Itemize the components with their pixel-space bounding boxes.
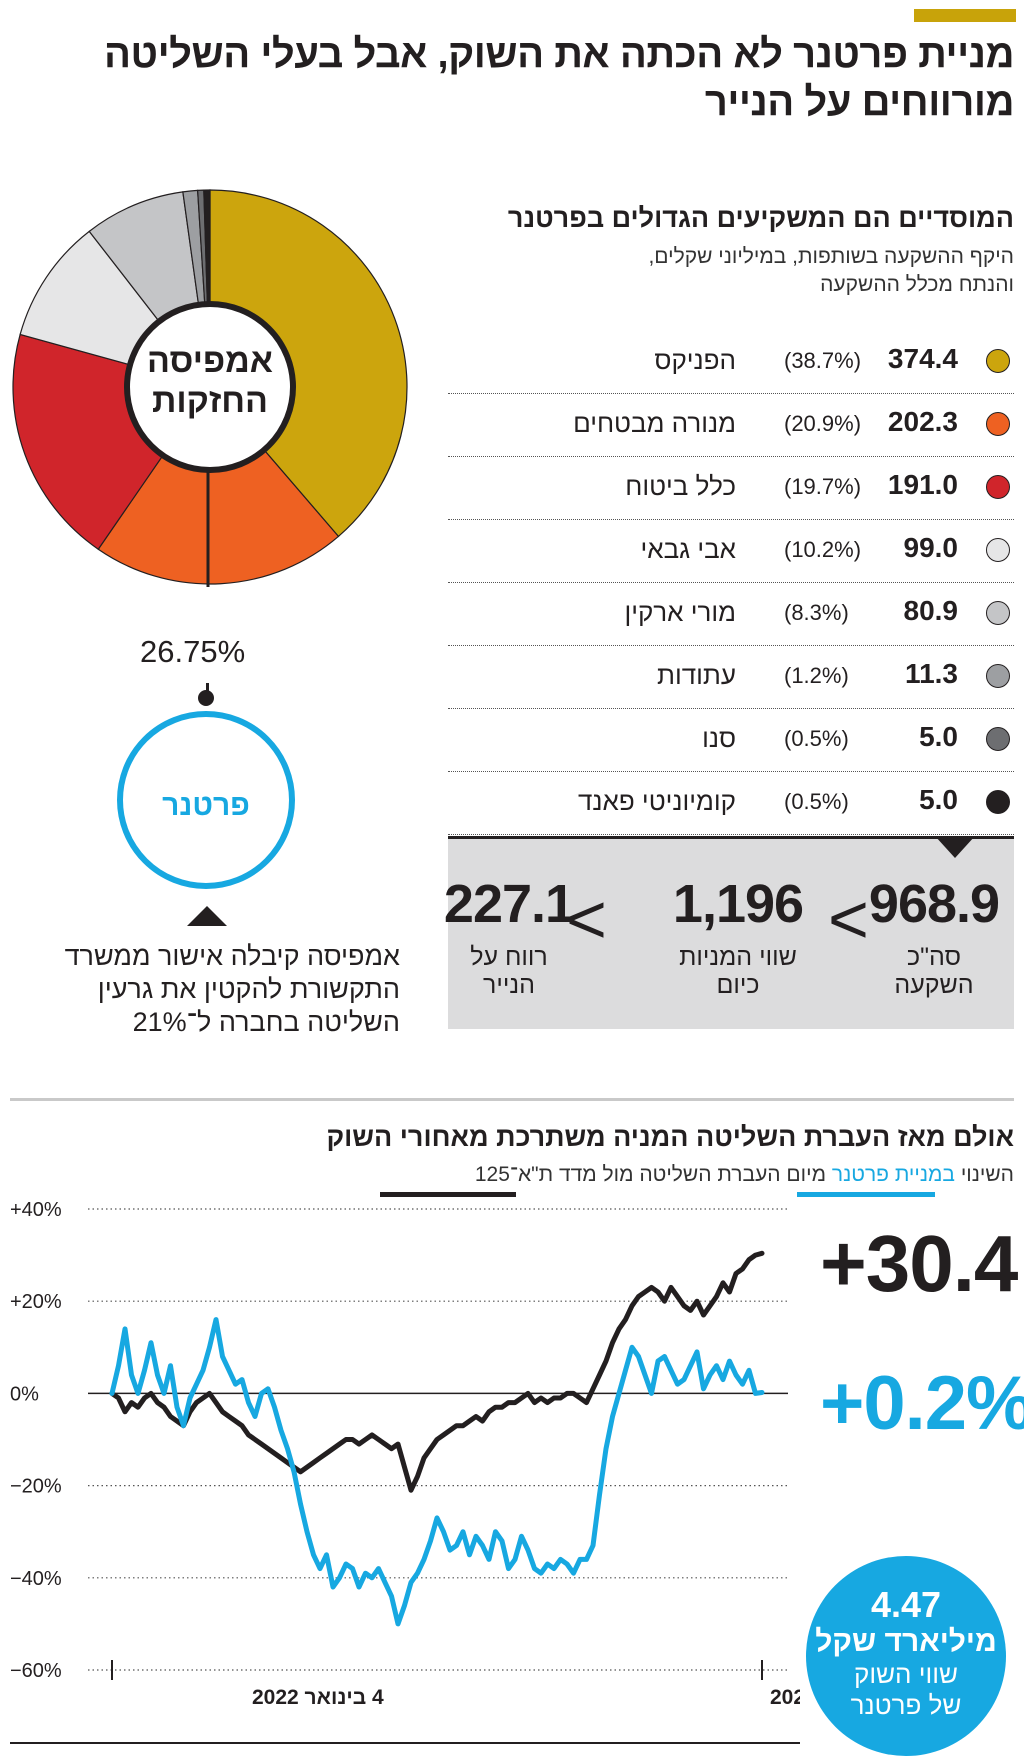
subtitle-part-a: השינוי [954,1163,1014,1186]
paper-profit-label-2: הנייר [483,971,535,999]
investor-color-swatch [986,412,1010,436]
investor-row: הפניקס (38.7%) 374.4 [448,331,1014,394]
total-investment-value: 968.9 [868,874,1000,934]
line-chart-title: אולם מאז העברת השליטה המניה משתרכת מאחור… [326,1122,1015,1152]
investor-color-swatch [986,475,1010,499]
investor-name: הפניקס [654,345,736,375]
paper-profit-label-1: רווח על [470,943,548,971]
summary-chevron-1: < [828,880,869,958]
investor-amount: 80.9 [903,595,959,626]
accent-bar [914,9,1016,22]
stake-label: 26.75% [140,634,246,669]
series-line-ta125 [109,1250,765,1493]
investor-name: כלל ביטוח [625,471,736,501]
y-tick-label: +40% [10,1199,62,1221]
investor-amount: 202.3 [887,406,958,437]
investor-row: מורי ארקין (8.3%) 80.9 [448,583,1014,646]
investor-name: אבי גבאי [640,534,736,564]
pie-slice [97,386,340,585]
stake-connector-dot [198,690,214,706]
paper-profit-value: 227.1 [443,874,575,934]
investor-share: (19.7%) [784,474,862,499]
total-investment-label-2: השקעה [894,971,974,999]
investors-subtitle-2: והנתח מכלל ההשקעה [820,273,1014,296]
headline: מניית פרטנר לא הכתה את השוק, אבל בעלי הש… [104,32,1014,124]
subtitle-part-b: מיום העברת השליטה מול [596,1163,832,1186]
investor-row: מנורה מבטחים (20.9%) 202.3 [448,394,1014,457]
y-tick-label: −20% [10,1476,62,1498]
partner-end-value: +0.2% [820,1361,1024,1446]
x-axis-label: 15 ביוני 2025 [770,1686,800,1709]
investor-share: (38.7%) [784,348,862,373]
investor-name: מנורה מבטחים [573,408,736,438]
investors-title: המוסדיים הם המשקיעים הגדולים בפרטנר [507,203,1014,233]
investor-row: כלל ביטוח (19.7%) 191.0 [448,457,1014,520]
donut-center-label: אמפיסה [147,342,273,380]
investor-color-swatch [986,349,1010,373]
donut-center-label: החזקות [152,382,268,420]
investor-row: סנו (0.5%) 5.0 [448,709,1014,772]
investor-color-swatch [986,601,1010,625]
y-tick-label: +20% [10,1291,62,1313]
x-axis-label: 4 בינואר 2022 [252,1686,384,1709]
y-tick-label: −60% [10,1660,62,1682]
market-cap-bubble: 4.47 מיליארד שקל שווי השוק של פרטנר [806,1556,1006,1756]
market-cap-unit: מיליארד שקל [815,1625,997,1658]
shares-label-1: שווי המניות [679,943,797,971]
investor-share: (0.5%) [784,789,849,814]
investor-share: (0.5%) [784,726,849,751]
legend-partner-line [797,1192,935,1197]
summary-chevron-2: < [566,880,607,958]
investor-amount: 374.4 [887,343,958,374]
subtitle-index: מדד ת"א־125 [474,1163,597,1186]
series-line-partner [109,1317,765,1627]
y-tick-label: 0% [10,1383,39,1405]
investor-row: קומיוניטי פאנד (0.5%) 5.0 [448,772,1014,835]
investor-name: מורי ארקין [624,597,736,627]
summary-pointer [935,836,975,858]
partner-circle: פרטנר [117,711,295,889]
bottom-rule [10,1742,800,1744]
investors-subtitle-1: היקף ההשקעה בשותפות, במיליוני שקלים, [648,245,1014,268]
market-cap-value: 4.47 [870,1584,942,1625]
investor-amount: 5.0 [919,721,958,752]
investor-share: (1.2%) [784,663,849,688]
investor-row: אבי גבאי (10.2%) 99.0 [448,520,1014,583]
subtitle-partner: במניית פרטנר [831,1163,955,1186]
note-pointer [187,906,227,926]
investor-color-swatch [986,790,1010,814]
investor-name: סנו [702,723,736,753]
investor-color-swatch [986,727,1010,751]
donut-hole [124,301,296,473]
summary-box: 968.9 סה"כ השקעה < 1,196 שווי המניות כיו… [444,836,1014,1029]
investor-amount: 5.0 [919,784,958,815]
investor-name: קומיוניטי פאנד [578,786,736,816]
investor-share: (10.2%) [784,537,862,562]
legend-index-line [380,1192,516,1197]
partner-circle-label: פרטנר [162,789,250,822]
index-end-value: +30.4 [820,1219,1018,1308]
y-tick-label: −40% [10,1568,62,1590]
market-cap-label-1: שווי השוק [853,1659,958,1689]
pie-slice [209,189,408,538]
market-cap-label-2: של פרטנר [850,1690,962,1720]
line-chart-subtitle: השינוי במניית פרטנר מיום העברת השליטה מו… [475,1162,1014,1188]
investor-row: עתודות (1.2%) 11.3 [448,646,1014,709]
investor-amount: 11.3 [905,658,958,689]
shares-label-2: כיום [716,971,760,999]
shares-value: 1,196 [672,874,804,934]
investor-color-swatch [986,664,1010,688]
investor-share: (20.9%) [784,411,862,436]
investor-amount: 191.0 [887,469,958,500]
total-investment-label-1: סה"כ [907,943,961,971]
line-chart: +40% +20% 0% −20% −40% −60% 4 בינואר 2022 15 בי… [10,1199,800,1709]
section-divider [10,1098,1014,1101]
investor-amount: 99.0 [903,532,959,563]
control-note: אמפיסה קיבלה אישור ממשרד התקשורת להקטין … [64,941,400,1037]
investor-name: עתודות [657,660,736,690]
investor-share: (8.3%) [784,600,849,625]
investor-color-swatch [986,538,1010,562]
